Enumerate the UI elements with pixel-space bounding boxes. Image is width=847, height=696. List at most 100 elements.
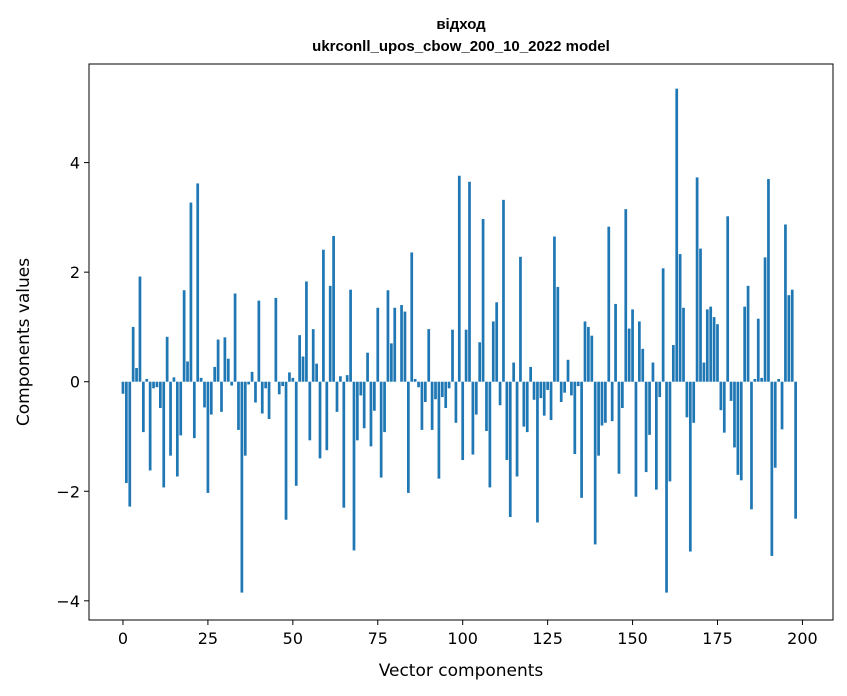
bar-124 bbox=[542, 381, 546, 416]
bar-0 bbox=[121, 381, 125, 394]
bar-135 bbox=[580, 381, 583, 498]
bar-92 bbox=[434, 381, 437, 400]
bar-25 bbox=[206, 381, 210, 493]
bar-98 bbox=[454, 381, 458, 423]
bar-194 bbox=[780, 381, 784, 430]
bar-18 bbox=[182, 290, 186, 382]
bar-52 bbox=[298, 335, 301, 382]
bar-109 bbox=[491, 321, 495, 382]
bar-78 bbox=[386, 290, 390, 382]
bar-41 bbox=[260, 381, 264, 414]
bar-39 bbox=[254, 381, 257, 403]
bar-57 bbox=[315, 363, 318, 382]
bar-33 bbox=[233, 293, 237, 382]
x-tick-label: 100 bbox=[447, 629, 478, 648]
bar-15 bbox=[172, 377, 176, 382]
plot-frame bbox=[88, 63, 834, 621]
bar-114 bbox=[508, 381, 512, 518]
bar-85 bbox=[410, 252, 414, 382]
y-axis-label: Components values bbox=[14, 258, 34, 426]
bar-125 bbox=[546, 381, 549, 390]
bar-166 bbox=[685, 381, 689, 418]
bar-132 bbox=[570, 381, 573, 396]
bar-74 bbox=[373, 381, 376, 411]
bar-121 bbox=[532, 381, 536, 400]
bar-197 bbox=[790, 289, 794, 382]
bar-185 bbox=[750, 381, 753, 510]
bar-131 bbox=[566, 359, 570, 382]
y-axis: −4 −2 0 2 4 bbox=[56, 154, 89, 611]
bar-130 bbox=[563, 381, 566, 393]
bar-177 bbox=[722, 381, 726, 433]
bar-1 bbox=[125, 381, 128, 484]
bar-64 bbox=[339, 376, 342, 382]
bar-104 bbox=[474, 381, 478, 415]
bar-128 bbox=[556, 286, 560, 382]
x-tick-label: 0 bbox=[118, 629, 128, 648]
bar-181 bbox=[736, 381, 740, 475]
chart-subtitle: ukrconll_upos_cbow_200_10_2022 model bbox=[312, 38, 610, 55]
bar-175 bbox=[716, 324, 719, 382]
bar-68 bbox=[352, 381, 356, 551]
x-tick-label: 75 bbox=[368, 629, 388, 648]
bar-156 bbox=[651, 362, 655, 382]
bar-48 bbox=[284, 381, 288, 520]
bar-111 bbox=[498, 381, 502, 406]
bar-182 bbox=[739, 381, 743, 481]
bar-189 bbox=[763, 257, 767, 382]
bar-117 bbox=[519, 256, 522, 382]
bar-183 bbox=[743, 306, 747, 382]
bar-58 bbox=[318, 381, 322, 459]
bar-99 bbox=[457, 175, 461, 382]
bar-65 bbox=[342, 381, 346, 508]
bar-168 bbox=[692, 381, 696, 423]
x-tick-label: 25 bbox=[198, 629, 218, 648]
y-tick-label: 4 bbox=[70, 154, 80, 173]
bar-150 bbox=[631, 309, 634, 382]
y-tick-label: 2 bbox=[70, 263, 80, 282]
bar-47 bbox=[281, 381, 284, 387]
bar-115 bbox=[512, 362, 516, 382]
bar-113 bbox=[505, 381, 509, 461]
bar-60 bbox=[325, 381, 329, 451]
bar-148 bbox=[624, 209, 628, 382]
bar-82 bbox=[400, 305, 403, 382]
y-tick-label: 0 bbox=[70, 373, 80, 392]
bar-146 bbox=[617, 381, 621, 474]
bar-136 bbox=[583, 321, 587, 382]
bar-24 bbox=[203, 381, 206, 408]
bar-4 bbox=[135, 368, 138, 382]
bar-38 bbox=[250, 371, 254, 382]
bar-8 bbox=[148, 381, 152, 471]
bar-143 bbox=[607, 226, 611, 382]
bar-161 bbox=[668, 381, 672, 482]
bar-29 bbox=[220, 381, 223, 412]
bar-31 bbox=[226, 358, 230, 382]
bar-71 bbox=[362, 381, 366, 429]
bar-100 bbox=[461, 381, 465, 461]
bar-179 bbox=[729, 381, 733, 401]
bar-54 bbox=[305, 281, 308, 382]
bar-40 bbox=[257, 300, 261, 382]
bar-106 bbox=[481, 219, 485, 382]
bar-94 bbox=[440, 381, 444, 398]
bar-26 bbox=[209, 381, 213, 415]
bar-122 bbox=[536, 381, 539, 523]
bar-188 bbox=[760, 377, 764, 382]
bar-126 bbox=[549, 381, 553, 421]
bar-50 bbox=[291, 377, 295, 382]
bar-49 bbox=[288, 372, 291, 382]
bar-10 bbox=[155, 381, 159, 388]
bar-34 bbox=[237, 381, 240, 430]
bar-77 bbox=[383, 381, 386, 433]
bar-198 bbox=[794, 381, 797, 519]
x-axis: 0 25 50 75 100 125 150 175 200 bbox=[118, 620, 818, 648]
bar-80 bbox=[393, 307, 397, 382]
bar-36 bbox=[243, 381, 247, 456]
bar-37 bbox=[247, 381, 251, 385]
bar-123 bbox=[539, 381, 543, 399]
bar-72 bbox=[366, 352, 369, 382]
bar-153 bbox=[641, 348, 645, 382]
